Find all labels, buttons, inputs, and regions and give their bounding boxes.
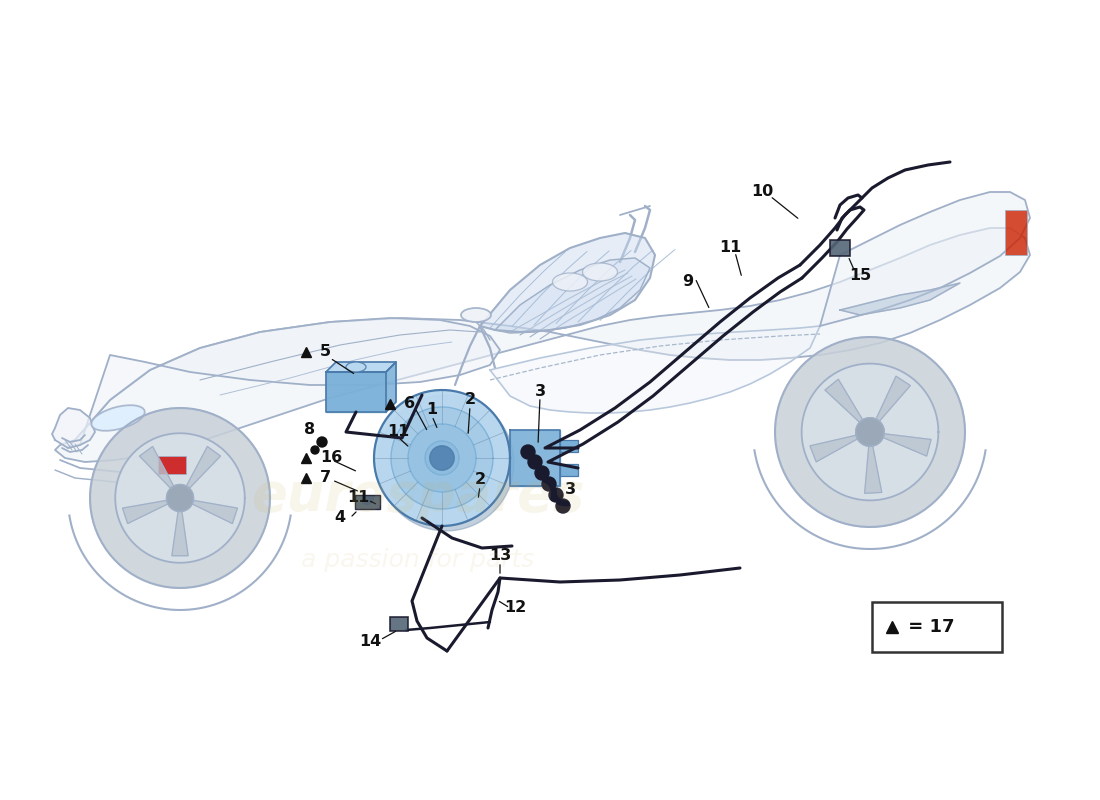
Polygon shape bbox=[883, 434, 931, 456]
Ellipse shape bbox=[552, 273, 587, 291]
Polygon shape bbox=[378, 395, 514, 531]
Text: 3: 3 bbox=[564, 482, 575, 498]
Polygon shape bbox=[408, 424, 476, 492]
Polygon shape bbox=[856, 418, 884, 446]
Polygon shape bbox=[172, 511, 188, 556]
Bar bbox=[390, 617, 408, 631]
Polygon shape bbox=[192, 500, 238, 523]
Polygon shape bbox=[55, 228, 1030, 462]
Circle shape bbox=[542, 477, 556, 491]
Polygon shape bbox=[802, 364, 938, 500]
Bar bbox=[560, 440, 578, 452]
Polygon shape bbox=[876, 376, 911, 422]
Polygon shape bbox=[776, 337, 965, 527]
Circle shape bbox=[535, 466, 549, 480]
Text: 2: 2 bbox=[474, 473, 485, 487]
Polygon shape bbox=[510, 430, 560, 486]
Polygon shape bbox=[490, 326, 820, 413]
Text: 11: 11 bbox=[387, 425, 409, 439]
Circle shape bbox=[317, 437, 327, 447]
Polygon shape bbox=[122, 500, 168, 523]
Text: 2: 2 bbox=[464, 393, 475, 407]
Text: 12: 12 bbox=[504, 601, 526, 615]
Bar bbox=[1005, 210, 1027, 255]
Polygon shape bbox=[495, 258, 650, 333]
Polygon shape bbox=[386, 362, 396, 412]
Bar bbox=[560, 464, 578, 476]
Circle shape bbox=[528, 455, 542, 469]
Text: a passion for parts: a passion for parts bbox=[301, 548, 535, 572]
Text: = 17: = 17 bbox=[902, 618, 955, 636]
Ellipse shape bbox=[346, 362, 366, 372]
Circle shape bbox=[311, 446, 319, 454]
Polygon shape bbox=[865, 446, 882, 494]
Polygon shape bbox=[425, 441, 459, 475]
Polygon shape bbox=[116, 434, 245, 562]
Bar bbox=[830, 240, 850, 256]
Bar bbox=[158, 456, 186, 474]
Ellipse shape bbox=[461, 308, 491, 322]
Text: 15: 15 bbox=[849, 267, 871, 282]
Polygon shape bbox=[390, 407, 493, 509]
Polygon shape bbox=[140, 446, 174, 488]
Text: 5: 5 bbox=[320, 345, 331, 359]
Text: 1: 1 bbox=[427, 402, 438, 418]
Circle shape bbox=[521, 445, 535, 459]
Polygon shape bbox=[68, 318, 500, 448]
Ellipse shape bbox=[583, 263, 617, 281]
Polygon shape bbox=[480, 233, 654, 332]
Polygon shape bbox=[326, 372, 386, 412]
Polygon shape bbox=[374, 390, 510, 526]
Text: 8: 8 bbox=[305, 422, 316, 438]
Text: eurospares: eurospares bbox=[251, 470, 585, 522]
Polygon shape bbox=[430, 446, 454, 470]
Circle shape bbox=[556, 499, 570, 513]
Text: 11: 11 bbox=[346, 490, 370, 506]
Polygon shape bbox=[825, 379, 862, 422]
Text: 6: 6 bbox=[404, 397, 415, 411]
Text: 4: 4 bbox=[334, 510, 345, 526]
FancyBboxPatch shape bbox=[872, 602, 1002, 652]
Polygon shape bbox=[810, 435, 858, 462]
Polygon shape bbox=[90, 408, 270, 588]
Polygon shape bbox=[52, 408, 95, 448]
Bar bbox=[355, 495, 380, 509]
Text: 3: 3 bbox=[535, 385, 546, 399]
Text: 10: 10 bbox=[751, 185, 773, 199]
Polygon shape bbox=[820, 192, 1030, 326]
Text: 16: 16 bbox=[320, 450, 342, 466]
Polygon shape bbox=[186, 446, 220, 488]
Ellipse shape bbox=[91, 406, 145, 430]
Text: 14: 14 bbox=[359, 634, 381, 650]
Text: 9: 9 bbox=[682, 274, 694, 290]
Text: 11: 11 bbox=[719, 241, 741, 255]
Polygon shape bbox=[840, 283, 960, 315]
Text: 7: 7 bbox=[320, 470, 331, 486]
Polygon shape bbox=[326, 362, 396, 372]
Polygon shape bbox=[166, 485, 194, 511]
Text: 13: 13 bbox=[488, 547, 512, 562]
Circle shape bbox=[549, 488, 563, 502]
